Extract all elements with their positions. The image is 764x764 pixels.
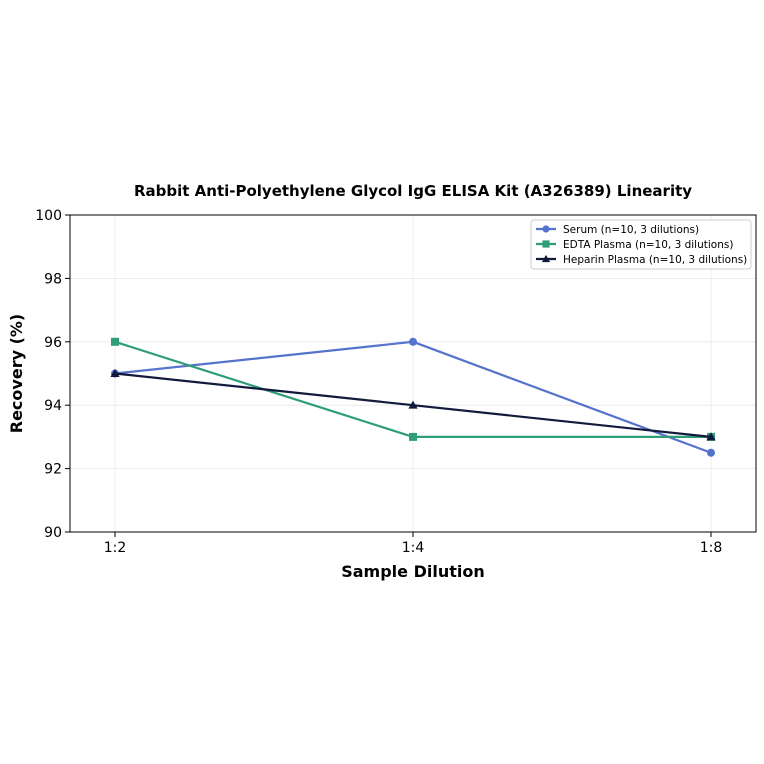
- data-point-triangle: [408, 400, 418, 409]
- y-tick-label: 90: [44, 525, 62, 541]
- y-tick-label: 96: [44, 335, 62, 351]
- data-point-circle: [707, 448, 715, 457]
- legend: Serum (n=10, 3 dilutions) EDTA Plasma (n=…: [530, 219, 752, 270]
- x-tick-label: 1:4: [402, 540, 425, 556]
- axis-ticks: 1:2 1:4 1:8 90 92 94 96 98 100: [35, 208, 722, 556]
- data-point-square: [542, 240, 550, 248]
- legend-item: Heparin Plasma (n=10, 3 dilutions): [536, 254, 747, 266]
- y-tick-label: 92: [44, 462, 62, 478]
- legend-label: Serum (n=10, 3 dilutions): [563, 224, 699, 236]
- y-axis-label: Recovery (%): [7, 314, 26, 433]
- y-tick-label: 98: [44, 271, 62, 287]
- data-point-triangle: [541, 254, 551, 263]
- data-point-triangle: [110, 368, 120, 377]
- legend-item: EDTA Plasma (n=10, 3 dilutions): [536, 239, 733, 251]
- data-point-square: [111, 337, 119, 346]
- data-point-circle: [409, 337, 417, 346]
- y-tick-label: 94: [44, 398, 62, 414]
- chart-title: Rabbit Anti-Polyethylene Glycol IgG ELIS…: [134, 182, 692, 200]
- series-layer: [110, 337, 716, 457]
- series-3: [110, 368, 716, 441]
- data-point-circle: [542, 225, 550, 233]
- data-point-square: [409, 432, 417, 441]
- x-axis-label: Sample Dilution: [341, 562, 485, 581]
- data-point-triangle: [706, 432, 716, 441]
- x-tick-label: 1:8: [700, 540, 723, 556]
- legend-box: [530, 219, 752, 270]
- legend-item: Serum (n=10, 3 dilutions): [536, 224, 699, 236]
- y-tick-label: 100: [35, 208, 62, 224]
- x-tick-label: 1:2: [104, 540, 127, 556]
- legend-label: EDTA Plasma (n=10, 3 dilutions): [563, 239, 733, 251]
- legend-label: Heparin Plasma (n=10, 3 dilutions): [563, 254, 747, 266]
